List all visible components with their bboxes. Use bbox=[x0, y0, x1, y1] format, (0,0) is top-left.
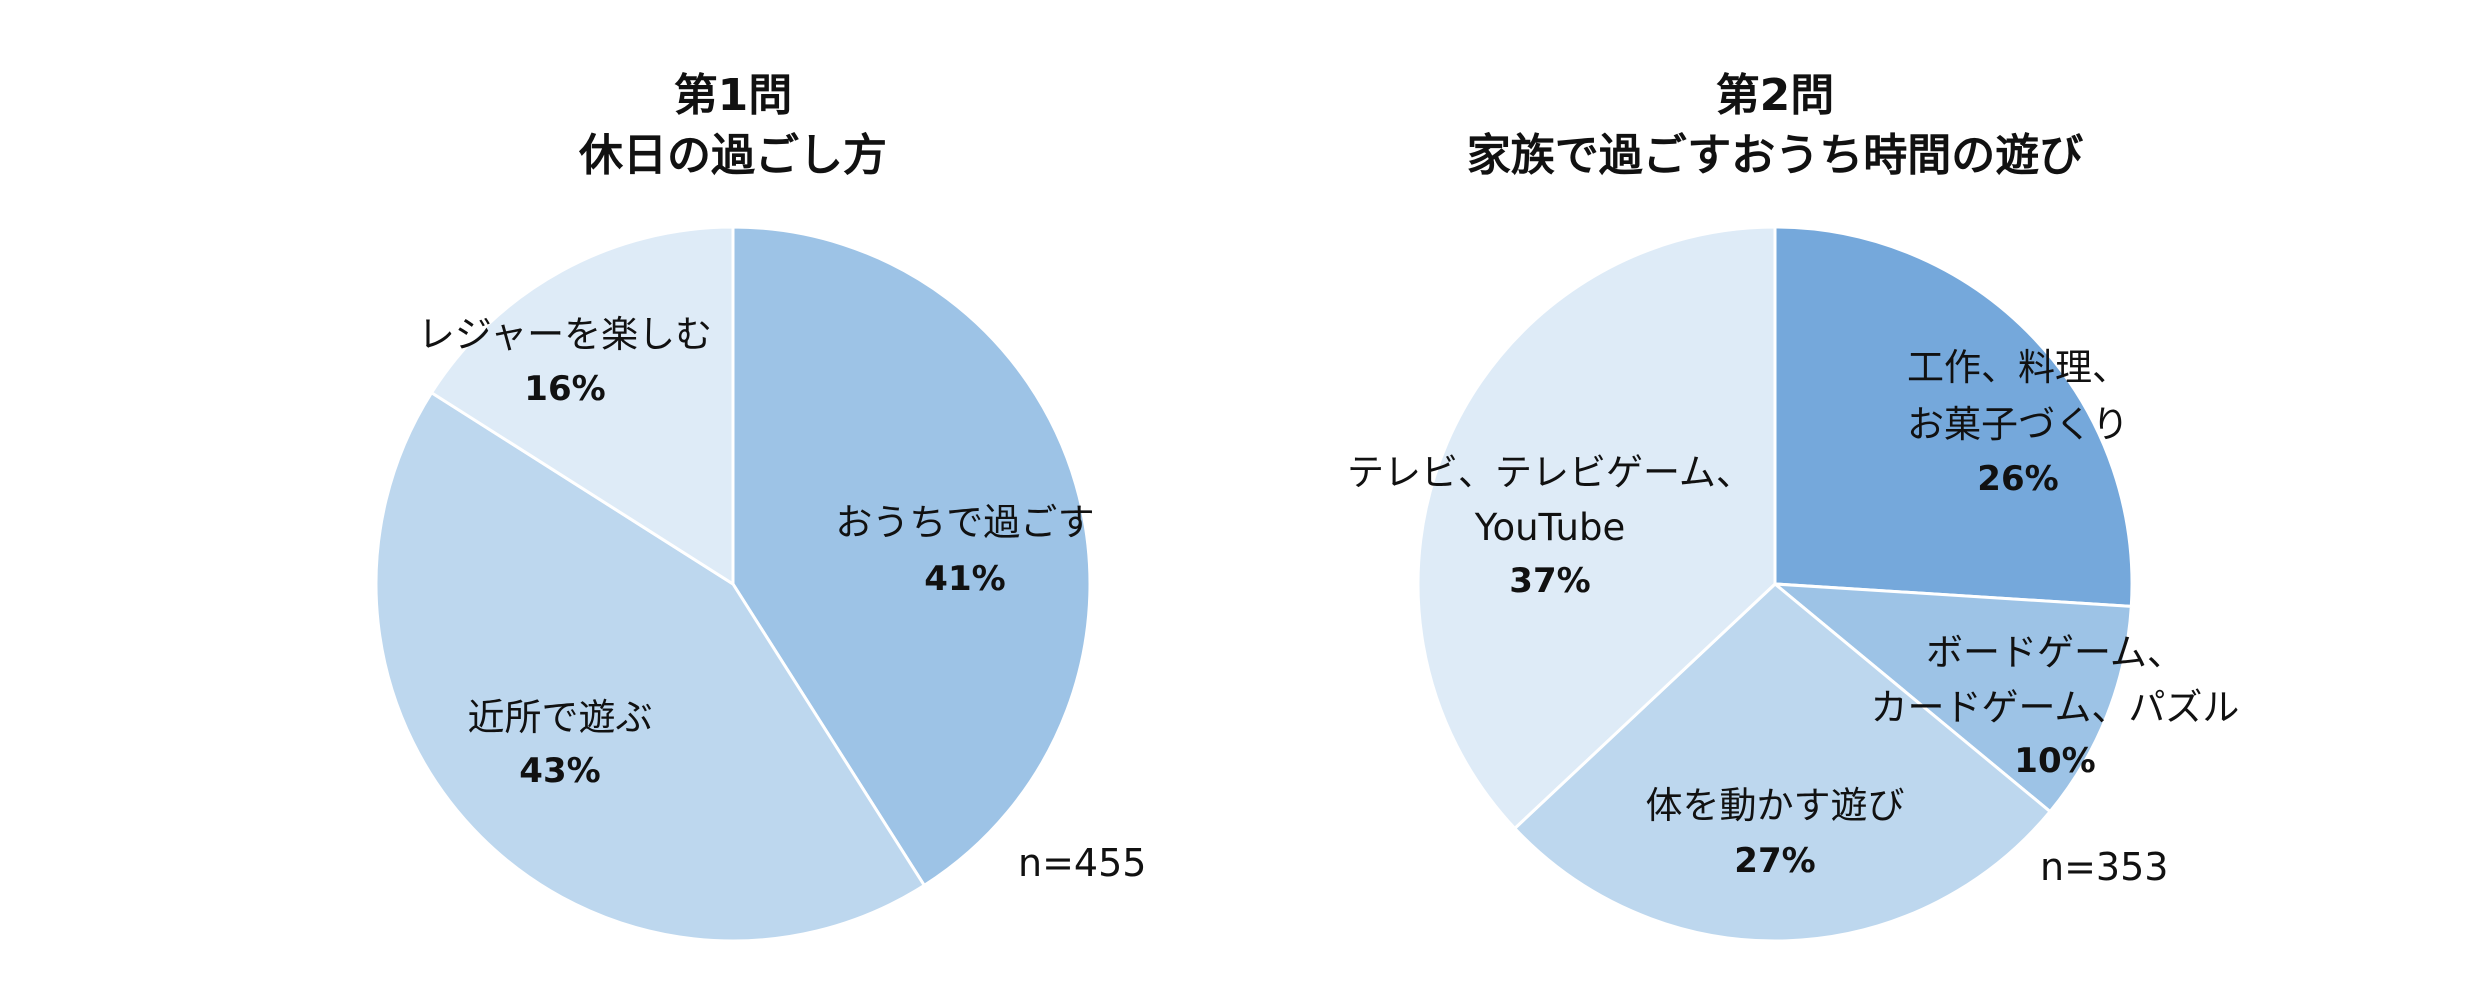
chart-subtitle: 家族で過ごすおうち時間の遊び bbox=[1467, 130, 2083, 181]
slice-label: YouTube bbox=[1474, 506, 1625, 549]
pie-slice bbox=[1773, 225, 2134, 609]
slice-label: おうちで過ごす bbox=[835, 501, 1094, 544]
slice-label: 体を動かす遊び bbox=[1646, 784, 1905, 827]
slice-value-label: 10% bbox=[2014, 741, 2095, 781]
sample-size-note: n=455 bbox=[1018, 841, 1146, 885]
pie-slice bbox=[731, 225, 1092, 888]
slice-label: 工作、料理、 bbox=[1907, 346, 2129, 389]
slice-value-label: 27% bbox=[1734, 841, 1815, 881]
chart-title: 第1問 bbox=[674, 70, 793, 121]
pie-slice bbox=[1512, 582, 2053, 943]
slice-value-label: 43% bbox=[519, 751, 600, 791]
chart-title: 第2問 bbox=[1716, 70, 1835, 121]
pie-slice bbox=[374, 390, 927, 943]
pie-slice bbox=[1770, 582, 2133, 814]
slice-value-label: 16% bbox=[524, 369, 605, 409]
slice-label: 近所で遊ぶ bbox=[468, 696, 653, 739]
slice-label: お菓子づくり bbox=[1907, 403, 2129, 446]
chart-subtitle: 休日の過ごし方 bbox=[578, 130, 887, 181]
slice-label: テレビ、テレビゲーム、 bbox=[1347, 451, 1753, 494]
pie-slice bbox=[429, 225, 735, 587]
slice-label: レジャーを楽しむ bbox=[418, 313, 712, 356]
pie-slice bbox=[1416, 225, 1777, 831]
sample-size-note: n=353 bbox=[2040, 845, 2168, 889]
slice-value-label: 41% bbox=[924, 559, 1005, 599]
slice-value-label: 37% bbox=[1509, 561, 1590, 601]
slice-value-label: 26% bbox=[1977, 459, 2058, 499]
slice-label: カードゲーム、パズル bbox=[1871, 686, 2240, 729]
slice-label: ボードゲーム、 bbox=[1926, 631, 2184, 674]
